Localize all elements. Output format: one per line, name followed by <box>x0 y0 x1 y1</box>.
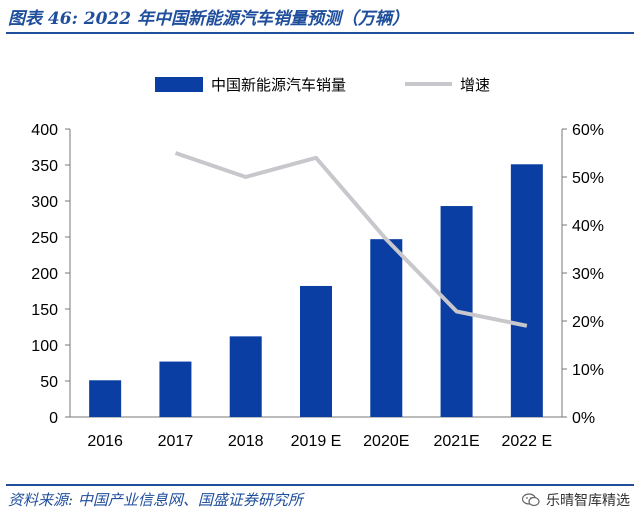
growth-line <box>174 151 528 328</box>
y-right-tick-label: 30% <box>572 266 604 283</box>
x-tick-label: 2018 <box>228 433 264 450</box>
y-left-tick-label: 300 <box>31 194 58 211</box>
y-right-tick-label: 50% <box>572 170 604 187</box>
y-right-tick-label: 0% <box>572 410 595 427</box>
y-right-tick-label: 60% <box>572 122 604 139</box>
figure-title: 图表 46: 2022 年中国新能源汽车销量预测（万辆） <box>8 9 410 29</box>
bar <box>229 336 262 417</box>
y-left-tick-label: 50 <box>40 374 58 391</box>
axes: 0 50 100 150 200 250 300 350 400 0% 10% 20% 30% 40% 50… <box>31 122 604 450</box>
y-left-tick-label: 100 <box>31 338 58 355</box>
bar <box>510 164 543 417</box>
y-right-tick-label: 40% <box>572 218 604 235</box>
chart: 中国新能源汽车销量 增速 0 50 100 150 200 250 300 350 400 0% 10… <box>31 76 604 450</box>
y-right-tick-label: 10% <box>572 362 604 379</box>
y-right-tick-label: 20% <box>572 314 604 331</box>
x-tick-label: 2022 E <box>501 433 552 450</box>
growth-line-path <box>174 151 528 328</box>
watermark: 乐晴智库精选 <box>522 490 630 510</box>
bar <box>159 361 192 417</box>
x-tick-label: 2019 E <box>291 433 342 450</box>
bar <box>89 380 122 417</box>
y-left-tick-label: 250 <box>31 230 58 247</box>
x-tick-label: 2020E <box>363 433 409 450</box>
x-tick-label: 2016 <box>87 433 123 450</box>
y-left-tick-label: 200 <box>31 266 58 283</box>
x-tick-label: 2017 <box>158 433 194 450</box>
y-left-tick-label: 350 <box>31 158 58 175</box>
source-rule <box>6 484 634 486</box>
bar <box>300 285 332 417</box>
legend-label-line: 增速 <box>460 76 490 94</box>
legend: 中国新能源汽车销量 增速 <box>155 76 490 94</box>
y-left-tick-label: 0 <box>49 410 58 427</box>
y-left-tick-label: 150 <box>31 302 58 319</box>
legend-swatch-bar <box>155 77 203 92</box>
bar <box>370 239 403 417</box>
x-tick-label: 2021E <box>433 433 479 450</box>
title-rule <box>6 32 634 34</box>
wechat-icon <box>522 493 540 507</box>
source-note: 资料来源: 中国产业信息网、国盛证券研究所 <box>8 491 303 509</box>
watermark-text: 乐晴智库精选 <box>546 493 630 509</box>
legend-label-bar: 中国新能源汽车销量 <box>211 76 346 94</box>
bars <box>89 164 543 417</box>
y-left-tick-label: 400 <box>31 122 58 139</box>
